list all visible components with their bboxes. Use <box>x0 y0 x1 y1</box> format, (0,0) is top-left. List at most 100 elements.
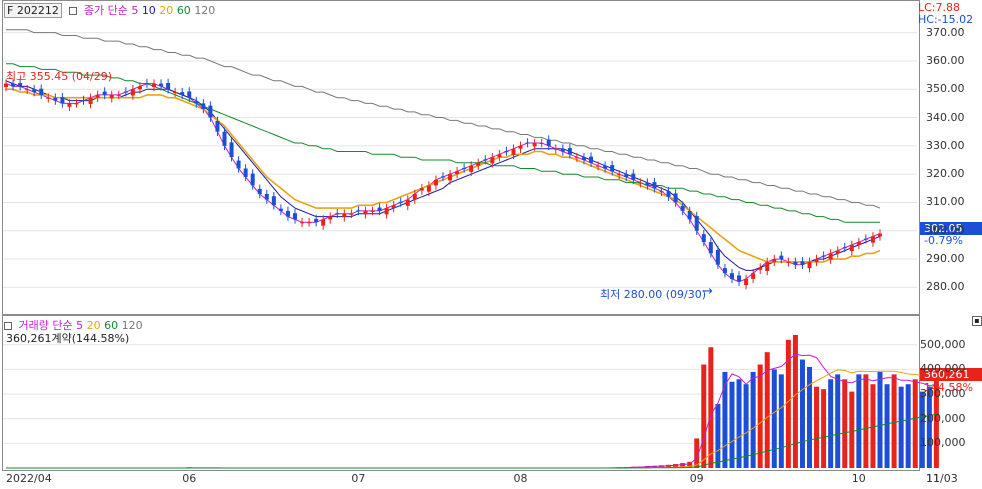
candle-body <box>300 222 305 224</box>
price-tag: 302.05 <box>920 222 982 235</box>
candle-body <box>208 105 213 118</box>
volume-bar <box>680 463 686 468</box>
volume-bar <box>666 464 672 468</box>
price-legend: F 202212 종가 단순 5 10 20 60 120 <box>4 2 215 18</box>
candle-body <box>11 83 16 87</box>
volume-bar <box>757 364 763 468</box>
ma-line-120 <box>6 29 881 209</box>
candle-body <box>109 94 114 99</box>
candle-body <box>849 244 854 252</box>
date-axis-label: 10 <box>851 472 866 485</box>
date-axis-label: 06 <box>182 472 197 485</box>
candle-body <box>786 261 791 263</box>
candle-body <box>497 154 502 158</box>
legend-ma60: 60 <box>176 4 191 17</box>
volume-bar <box>743 384 749 468</box>
candle-body <box>490 157 495 164</box>
volume-bar <box>821 389 827 468</box>
candle-body <box>250 173 255 186</box>
candle-body <box>737 275 742 282</box>
candle-body <box>835 250 840 254</box>
candle-body <box>194 101 199 104</box>
candle-body <box>462 167 467 169</box>
low-arrow-icon: → <box>702 284 713 299</box>
volume-bar <box>898 386 904 468</box>
volume-bar <box>926 386 932 468</box>
volume-bar <box>799 359 805 468</box>
volume-bar <box>842 379 848 468</box>
candle-body <box>567 148 572 155</box>
volume-bars <box>186 334 939 468</box>
panel-toggle-icon[interactable]: ▪ <box>972 316 982 326</box>
candle-body <box>271 196 276 206</box>
volume-bar <box>771 369 777 468</box>
legend-ma120: 120 <box>194 4 216 17</box>
candle-body <box>638 182 643 184</box>
volume-bar <box>884 384 890 468</box>
volume-bar <box>708 347 714 468</box>
candle-body <box>610 165 615 172</box>
volume-legend: 거래량 단순 5 20 60 120 <box>4 317 143 333</box>
candle-body <box>807 261 812 269</box>
candle-body <box>617 174 622 176</box>
candle-body <box>631 173 636 180</box>
volume-bar <box>891 374 897 468</box>
candle-body <box>314 218 319 223</box>
ma-line-10 <box>5 80 881 271</box>
candle-body <box>518 145 523 149</box>
candle-body <box>673 193 678 203</box>
price-axis-label: 310.00 <box>926 195 965 209</box>
candle-body <box>708 242 713 254</box>
volume-bar <box>687 461 693 468</box>
candle-body <box>60 97 65 104</box>
low-annotation: 최저 280.00 (09/30) <box>600 288 707 301</box>
candle-body <box>264 193 269 200</box>
candle-body <box>398 201 403 203</box>
candles <box>4 78 882 290</box>
candle-body <box>25 89 30 91</box>
volume-legend-ma20: 20 <box>86 319 101 332</box>
volume-legend-ma60: 60 <box>104 319 119 332</box>
volume-bar <box>792 334 798 468</box>
legend-ma-label: 종가 단순 <box>83 4 128 17</box>
price-axis-label: 290.00 <box>926 252 965 266</box>
volume-bar <box>729 381 735 468</box>
candle-body <box>828 253 833 260</box>
legend-box-icon <box>69 7 78 15</box>
volume-bar <box>933 379 939 468</box>
gridlines <box>3 32 917 444</box>
candle-body <box>574 157 579 159</box>
date-axis-label: 11 <box>926 472 940 485</box>
volume-axis-label: 500,000 <box>920 337 966 351</box>
candle-body <box>144 83 149 85</box>
candle-body <box>525 142 530 144</box>
candle-body <box>687 210 692 220</box>
candle-body <box>152 83 157 87</box>
volume-moving-averages <box>6 353 937 469</box>
candle-body <box>448 174 453 181</box>
candle-body <box>758 267 763 270</box>
candle-body <box>504 150 509 152</box>
legend-box-icon <box>4 322 12 330</box>
price-axis-label: 330.00 <box>926 138 965 152</box>
candle-body <box>307 222 312 224</box>
date-axis-label: 08 <box>513 472 528 485</box>
candle-body <box>321 219 326 226</box>
candle-body <box>729 273 734 279</box>
candle-body <box>236 160 241 169</box>
candle-body <box>483 159 488 161</box>
candle-body <box>285 210 290 217</box>
volume-bar <box>863 374 869 468</box>
candle-body <box>469 165 474 172</box>
candle-body <box>229 142 234 158</box>
candle-body <box>433 179 438 186</box>
candle-body <box>4 83 8 87</box>
candle-body <box>779 255 784 260</box>
candle-body <box>659 191 664 193</box>
candle-body <box>187 91 192 98</box>
volume-bar <box>877 371 883 468</box>
symbol-label[interactable]: F 202212 <box>4 3 62 18</box>
candle-body <box>765 261 770 271</box>
volume-bar <box>715 403 721 468</box>
price-axis-label: 320.00 <box>926 167 965 181</box>
